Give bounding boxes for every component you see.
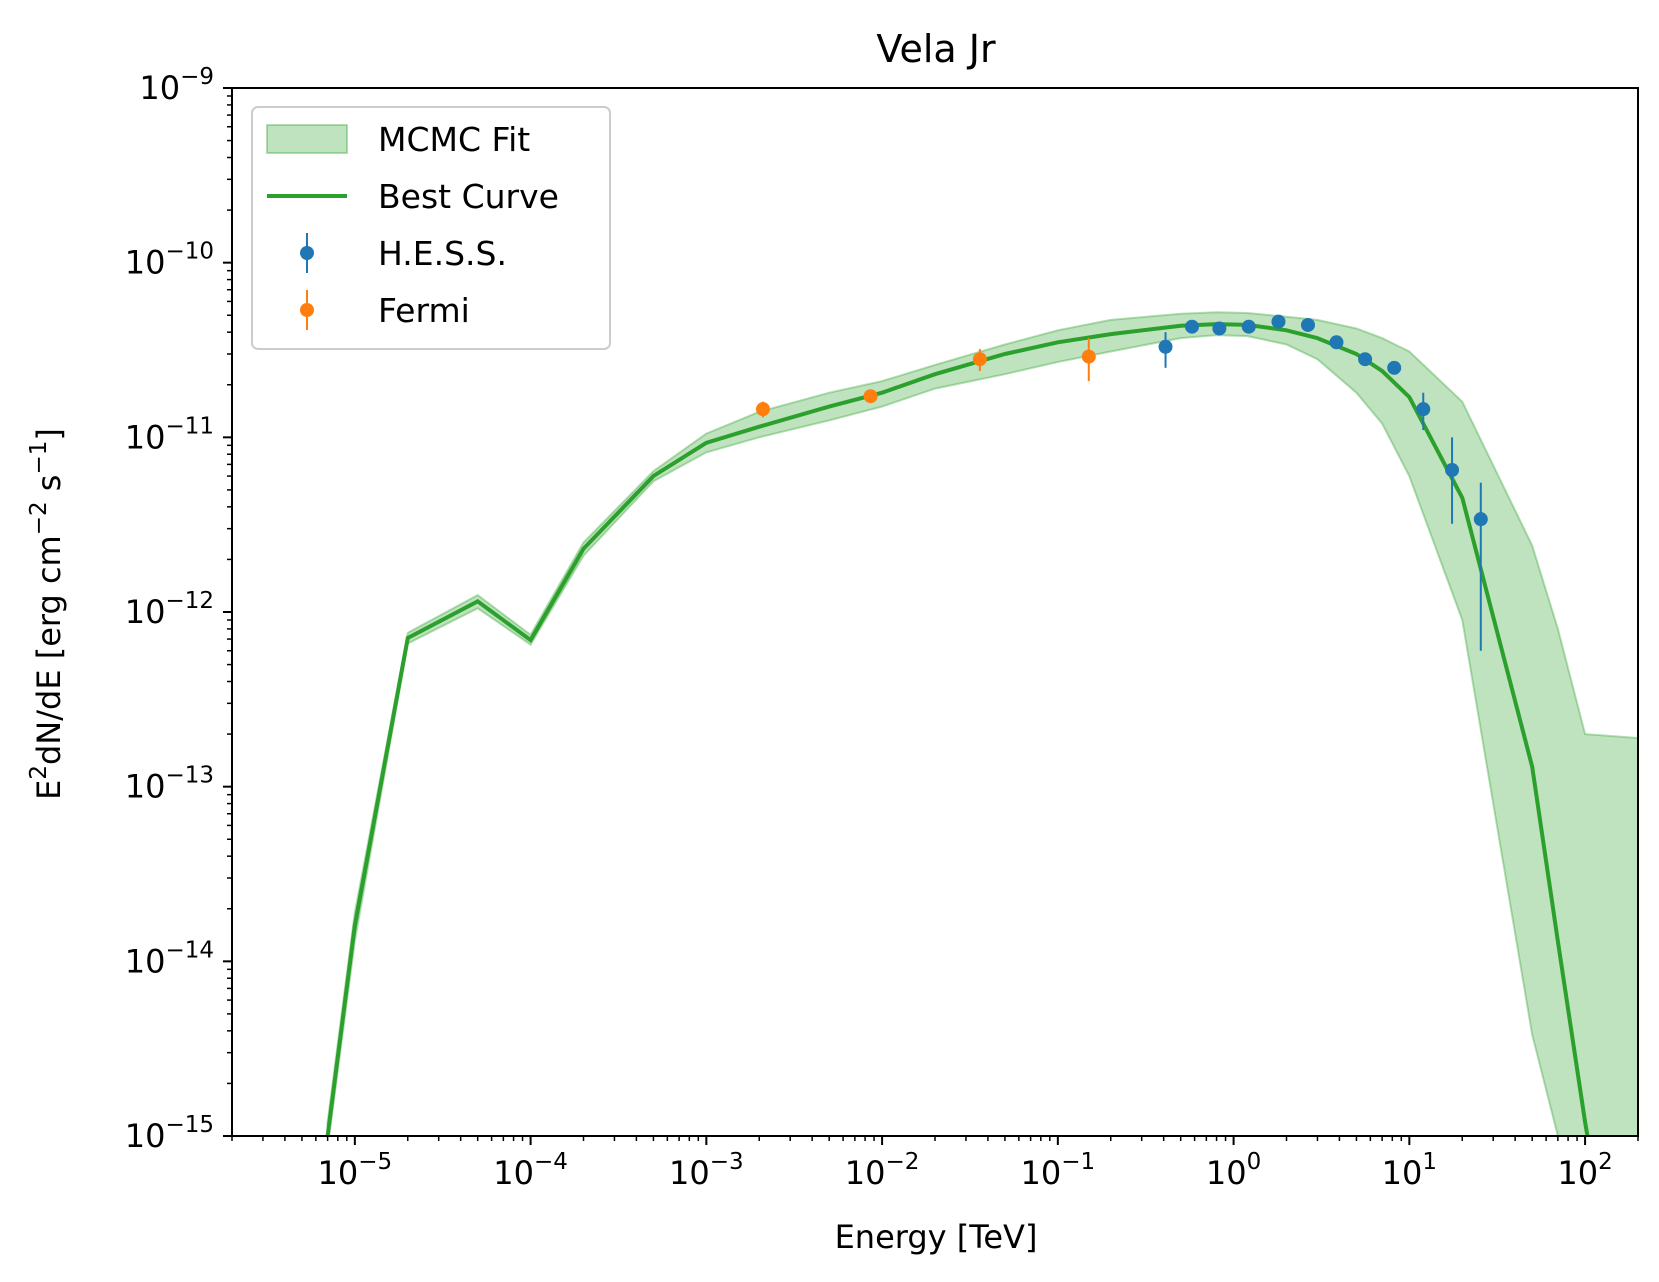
legend-label-h-e-s-s: H.E.S.S. bbox=[378, 234, 507, 273]
fermi-point bbox=[755, 402, 770, 417]
y-tick-label: 10−9 bbox=[139, 64, 214, 107]
best-curve-line bbox=[325, 322, 1638, 1136]
x-tick-label: 10−3 bbox=[669, 1149, 744, 1192]
h-e-s-s-point bbox=[1329, 335, 1344, 350]
h-e-s-s-point bbox=[1387, 360, 1402, 375]
legend-box bbox=[251, 106, 611, 350]
h-e-s-s-point bbox=[1271, 314, 1286, 329]
x-tick-label: 102 bbox=[1557, 1149, 1612, 1192]
h-e-s-s-point bbox=[1473, 512, 1488, 527]
y-tick-label: 10−11 bbox=[125, 413, 214, 456]
y-tick-label: 10−10 bbox=[125, 239, 214, 282]
fermi-point bbox=[863, 389, 878, 404]
legend-swatch-mcmc-fit bbox=[266, 124, 348, 154]
y-axis-label: E2dN/dE [erg cm−2 s−1] bbox=[26, 428, 68, 800]
fermi-point bbox=[972, 352, 987, 367]
fermi-point bbox=[1081, 349, 1096, 364]
x-tick-label: 100 bbox=[1206, 1149, 1261, 1192]
mcmc-fit-band bbox=[326, 311, 1638, 1136]
legend-label-best-curve: Best Curve bbox=[378, 177, 559, 216]
legend-marker-h-e-s-s bbox=[300, 246, 314, 260]
h-e-s-s-point bbox=[1212, 321, 1227, 336]
y-tick-label: 10−14 bbox=[125, 937, 214, 980]
x-axis-label: Energy [TeV] bbox=[835, 1218, 1038, 1256]
x-tick-label: 10−2 bbox=[845, 1149, 920, 1192]
h-e-s-s-point bbox=[1158, 339, 1173, 354]
h-e-s-s-point bbox=[1358, 352, 1373, 367]
h-e-s-s-point bbox=[1185, 319, 1200, 334]
h-e-s-s-point bbox=[1445, 463, 1460, 478]
chart-title: Vela Jr bbox=[876, 27, 996, 71]
y-tick-label: 10−15 bbox=[125, 1112, 214, 1155]
y-tick-label: 10−13 bbox=[125, 763, 214, 806]
x-tick-label: 10−4 bbox=[493, 1149, 568, 1192]
legend-marker-fermi bbox=[300, 303, 314, 317]
x-tick-label: 10−5 bbox=[318, 1149, 393, 1192]
legend: MCMC Fit Best Curve H.E.S.S. Fermi bbox=[251, 106, 611, 350]
x-tick-label: 10−1 bbox=[1021, 1149, 1096, 1192]
legend-label-fermi: Fermi bbox=[378, 291, 470, 330]
y-tick-label: 10−12 bbox=[125, 588, 214, 631]
h-e-s-s-point bbox=[1300, 317, 1315, 332]
x-tick-label: 101 bbox=[1382, 1149, 1437, 1192]
h-e-s-s-point bbox=[1241, 319, 1256, 334]
h-e-s-s-point bbox=[1416, 402, 1431, 417]
plot-area bbox=[325, 311, 1638, 1136]
legend-label-mcmc-fit: MCMC Fit bbox=[378, 120, 530, 159]
